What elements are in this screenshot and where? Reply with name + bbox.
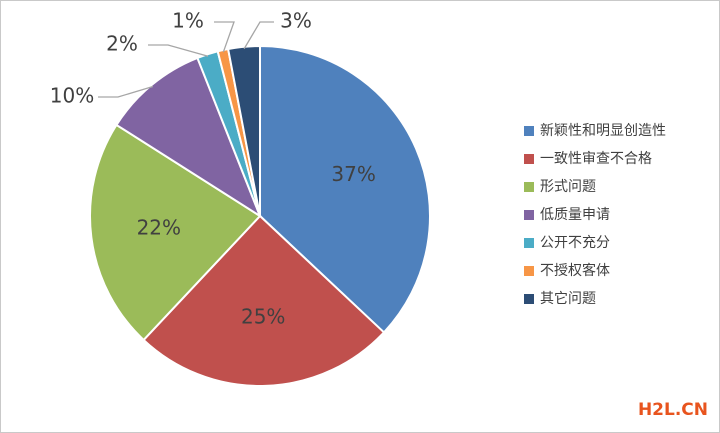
legend-label: 其它问题 (540, 290, 596, 307)
legend-swatch (524, 126, 534, 136)
leader-line (243, 21, 274, 50)
legend-label: 公开不充分 (540, 235, 610, 251)
legend-swatch (524, 154, 534, 164)
data-label: 2% (106, 32, 138, 56)
data-label: 22% (137, 215, 181, 239)
legend-swatch (524, 238, 534, 248)
data-label: 3% (280, 9, 312, 33)
pie-slice (115, 56, 263, 219)
legend-label: 低质量申请 (540, 207, 610, 223)
legend-swatch (524, 210, 534, 220)
legend-swatch (524, 182, 534, 192)
leader-line (148, 44, 209, 57)
data-label: 10% (50, 84, 94, 108)
pie-slice (89, 123, 262, 342)
legend-label: 新颖性和明显创造性 (540, 123, 666, 139)
leader-line (98, 85, 154, 98)
legend-swatch (524, 294, 534, 304)
pie-slice (142, 214, 386, 387)
leader-line (214, 21, 235, 53)
data-label: 37% (331, 162, 375, 186)
legend-label: 一致性审查不合格 (540, 151, 652, 167)
legend-label: 不授权客体 (540, 262, 610, 279)
pie-slice (226, 44, 261, 217)
data-label: 1% (172, 9, 204, 33)
data-label: 25% (241, 304, 285, 328)
legend-swatch (524, 266, 534, 276)
pie-slice (259, 44, 431, 334)
watermark: H2L.CN (638, 400, 708, 420)
legend-label: 形式问题 (540, 179, 596, 195)
